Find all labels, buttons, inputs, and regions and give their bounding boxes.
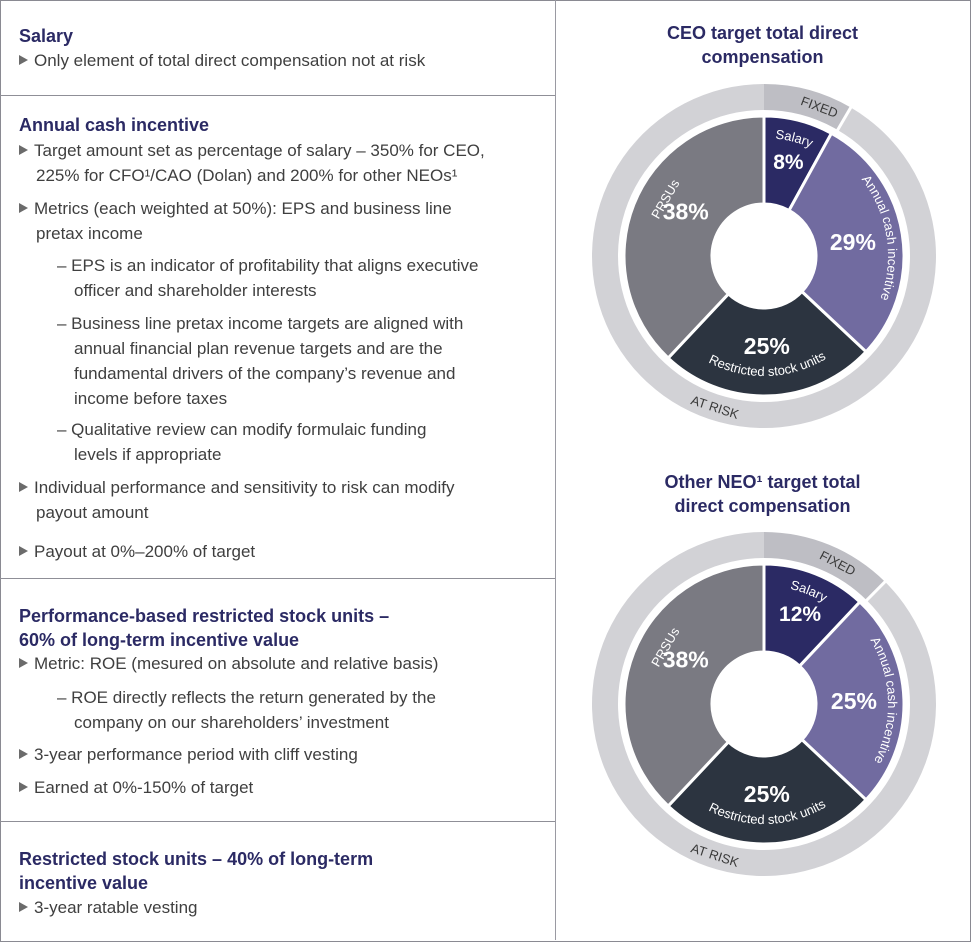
bullet-arrow-icon	[19, 782, 28, 792]
value-label-restricted-stock-units: 25%	[744, 781, 790, 807]
chart-title-neo: Other NEO¹ target total direct compensat…	[664, 472, 861, 516]
bullet-arrow-icon	[19, 546, 28, 556]
value-label-restricted-stock-units: 25%	[744, 333, 790, 359]
donut-hole	[713, 653, 815, 755]
divider	[0, 821, 555, 822]
prsu-bullet-1: Metric: ROE (mesured on absolute and rel…	[19, 651, 438, 676]
salary-bullet: Only element of total direct compensatio…	[19, 48, 425, 73]
prsu-bullet-2: 3-year performance period with cliff ves…	[19, 742, 358, 767]
slice-annual-cash-incentive	[787, 131, 906, 354]
prsu-heading: Performance-based restricted stock units…	[19, 606, 390, 650]
bullet-arrow-icon	[19, 145, 28, 155]
value-label-salary: 8%	[773, 151, 804, 174]
ring-divider	[864, 579, 887, 602]
annual-bullet-1: Target amount set as percentage of salar…	[19, 138, 485, 188]
value-label-prsus: 38%	[663, 647, 709, 673]
bullet-arrow-icon	[19, 658, 28, 668]
annual-bullet-4: Payout at 0%–200% of target	[19, 539, 255, 564]
ring-fixed	[764, 532, 885, 601]
slice-restricted-stock-units	[666, 289, 869, 398]
divider	[0, 578, 555, 579]
ring-divider	[835, 105, 853, 132]
salary-heading: Salary	[19, 26, 74, 46]
prsu-dash-1: – ROE directly reflects the return gener…	[57, 688, 436, 732]
bullet-arrow-icon	[19, 902, 28, 912]
bullet-arrow-icon	[19, 749, 28, 759]
bullet-arrow-icon	[19, 482, 28, 492]
rsu-heading: Restricted stock units – 40% of long-ter…	[19, 849, 374, 893]
annual-bullet-2: Metrics (each weighted at 50%): EPS and …	[19, 196, 452, 246]
prsu-bullet-3: Earned at 0%-150% of target	[19, 775, 253, 800]
annual-dash-2: – Business line pretax income targets ar…	[57, 314, 464, 408]
slice-annual-cash-incentive	[797, 599, 906, 802]
value-label-annual-cash-incentive: 29%	[830, 229, 876, 255]
annual-bullet-3: Individual performance and sensitivity t…	[19, 475, 454, 525]
annual-dash-1: – EPS is an indicator of profitability t…	[57, 256, 479, 300]
slice-restricted-stock-units	[666, 737, 869, 846]
left-panel: Salary Only element of total direct comp…	[0, 0, 556, 940]
bullet-arrow-icon	[19, 55, 28, 65]
value-label-annual-cash-incentive: 25%	[831, 688, 877, 714]
donut-hole	[713, 205, 815, 307]
right-panel: CEO target total direct compensation FIX…	[556, 0, 969, 940]
annual-dash-3: – Qualitative review can modify formulai…	[57, 420, 427, 464]
slice-prsus	[622, 562, 766, 809]
value-label-prsus: 38%	[663, 199, 709, 225]
chart-title-ceo: CEO target total direct compensation	[666, 23, 859, 67]
annual-heading: Annual cash incentive	[19, 115, 210, 135]
slice-prsus	[622, 114, 766, 361]
ring-fixed	[764, 84, 851, 130]
rsu-bullet-1: 3-year ratable vesting	[19, 895, 197, 920]
value-label-salary: 12%	[779, 603, 821, 626]
divider	[0, 95, 555, 96]
bullet-arrow-icon	[19, 203, 28, 213]
